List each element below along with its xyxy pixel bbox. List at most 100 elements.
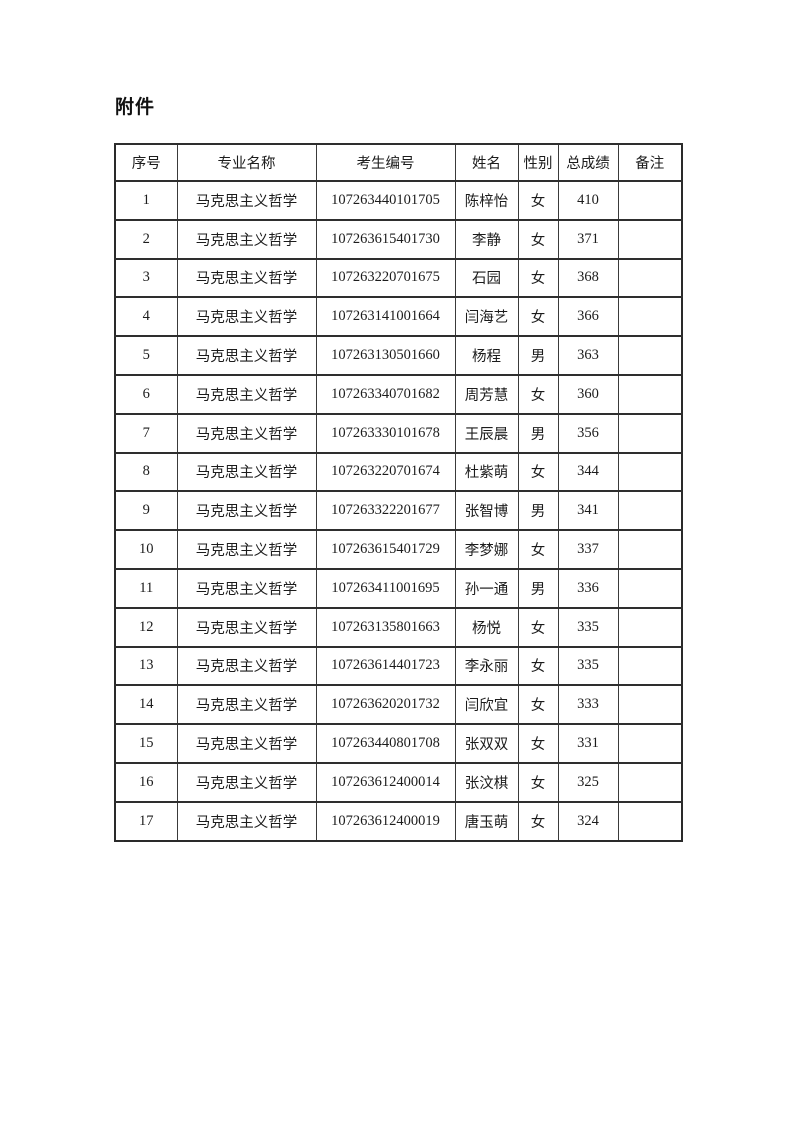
cell-name: 杜紫萌: [454, 451, 519, 492]
table-row: 7 马克思主义哲学 107263330101678 王辰晨男 356: [114, 412, 683, 454]
cell-score: 331: [557, 723, 619, 764]
cell-candidate-no: 107263620201732: [315, 684, 456, 725]
cell-gender: 女: [517, 180, 559, 221]
cell-candidate-no: 107263220701674: [315, 451, 456, 492]
cell-name: 张汶棋: [454, 761, 519, 803]
cell-index: 17: [114, 800, 178, 842]
cell-remark: [617, 373, 683, 415]
cell-major: 马克思主义哲学: [176, 490, 317, 531]
cell-gender: 男: [517, 412, 559, 454]
cell-name: 李永丽: [454, 645, 519, 686]
cell-gender: 女: [517, 451, 559, 492]
cell-gender: 女: [517, 218, 559, 260]
cell-major: 马克思主义哲学: [176, 529, 317, 570]
cell-gender: 女: [517, 606, 559, 648]
cell-index: 11: [114, 567, 178, 609]
cell-gender: 女: [517, 684, 559, 725]
cell-major: 马克思主义哲学: [176, 451, 317, 492]
cell-name: 李静: [454, 218, 519, 260]
header-remark: 备注: [617, 143, 683, 182]
attachment-title: 附件: [115, 97, 156, 118]
cell-score: 371: [557, 218, 619, 260]
cell-remark: [617, 800, 683, 842]
cell-score: 410: [557, 180, 619, 221]
cell-gender: 女: [517, 296, 559, 337]
cell-remark: [617, 606, 683, 648]
cell-score: 336: [557, 567, 619, 609]
cell-score: 366: [557, 296, 619, 337]
cell-score: 337: [557, 529, 619, 570]
cell-gender: 女: [517, 723, 559, 764]
cell-gender: 女: [517, 761, 559, 803]
cell-name: 闫海艺: [454, 296, 519, 337]
header-name: 姓名: [454, 143, 519, 182]
table-row: 13 马克思主义哲学 107263614401723 李永丽女 335: [114, 645, 683, 686]
cell-candidate-no: 107263612400014: [315, 761, 456, 803]
cell-index: 3: [114, 257, 178, 298]
cell-candidate-no: 107263135801663: [315, 606, 456, 648]
cell-candidate-no: 107263615401730: [315, 218, 456, 260]
cell-score: 341: [557, 490, 619, 531]
cell-major: 马克思主义哲学: [176, 645, 317, 686]
cell-candidate-no: 107263322201677: [315, 490, 456, 531]
cell-index: 9: [114, 490, 178, 531]
cell-major: 马克思主义哲学: [176, 335, 317, 376]
cell-index: 12: [114, 606, 178, 648]
cell-score: 344: [557, 451, 619, 492]
cell-remark: [617, 684, 683, 725]
table-row: 1 马克思主义哲学 107263440101705 陈梓怡女 410: [114, 180, 683, 221]
cell-index: 16: [114, 761, 178, 803]
cell-candidate-no: 107263340701682: [315, 373, 456, 415]
cell-major: 马克思主义哲学: [176, 723, 317, 764]
cell-name: 张双双: [454, 723, 519, 764]
cell-gender: 男: [517, 490, 559, 531]
cell-remark: [617, 490, 683, 531]
cell-index: 6: [114, 373, 178, 415]
cell-remark: [617, 529, 683, 570]
cell-candidate-no: 107263330101678: [315, 412, 456, 454]
header-candidate-no: 考生编号: [315, 143, 456, 182]
header-gender: 性别: [517, 143, 559, 182]
cell-remark: [617, 761, 683, 803]
cell-name: 周芳慧: [454, 373, 519, 415]
cell-name: 李梦娜: [454, 529, 519, 570]
cell-name: 杨悦: [454, 606, 519, 648]
cell-score: 333: [557, 684, 619, 725]
cell-index: 15: [114, 723, 178, 764]
table-row: 15 马克思主义哲学 107263440801708 张双双女 331: [114, 723, 683, 764]
cell-name: 张智博: [454, 490, 519, 531]
table-row: 6 马克思主义哲学 107263340701682 周芳慧女 360: [114, 373, 683, 415]
table-row: 9 马克思主义哲学 107263322201677 张智博男 341: [114, 490, 683, 531]
cell-major: 马克思主义哲学: [176, 800, 317, 842]
cell-candidate-no: 107263141001664: [315, 296, 456, 337]
cell-major: 马克思主义哲学: [176, 761, 317, 803]
cell-major: 马克思主义哲学: [176, 257, 317, 298]
cell-remark: [617, 335, 683, 376]
cell-index: 1: [114, 180, 178, 221]
table-row: 2 马克思主义哲学 107263615401730 李静女 371: [114, 218, 683, 260]
cell-name: 陈梓怡: [454, 180, 519, 221]
cell-name: 唐玉萌: [454, 800, 519, 842]
cell-remark: [617, 645, 683, 686]
cell-score: 325: [557, 761, 619, 803]
cell-score: 335: [557, 606, 619, 648]
cell-remark: [617, 218, 683, 260]
table-row: 8 马克思主义哲学 107263220701674 杜紫萌女 344: [114, 451, 683, 492]
cell-name: 闫欣宜: [454, 684, 519, 725]
cell-candidate-no: 107263440101705: [315, 180, 456, 221]
cell-index: 4: [114, 296, 178, 337]
cell-major: 马克思主义哲学: [176, 296, 317, 337]
table-row: 11 马克思主义哲学 107263411001695 孙一通男 336: [114, 567, 683, 609]
cell-gender: 男: [517, 567, 559, 609]
cell-major: 马克思主义哲学: [176, 567, 317, 609]
cell-major: 马克思主义哲学: [176, 180, 317, 221]
cell-remark: [617, 180, 683, 221]
cell-index: 2: [114, 218, 178, 260]
cell-major: 马克思主义哲学: [176, 684, 317, 725]
admission-score-table: 序号 专业名称 考生编号 姓名 性别 总成绩 备注 1 马克思主义哲学 107263440101…: [114, 143, 683, 842]
header-index: 序号: [114, 143, 178, 182]
cell-name: 石园: [454, 257, 519, 298]
cell-score: 324: [557, 800, 619, 842]
table-row: 12 马克思主义哲学 107263135801663 杨悦女 335: [114, 606, 683, 648]
cell-major: 马克思主义哲学: [176, 606, 317, 648]
